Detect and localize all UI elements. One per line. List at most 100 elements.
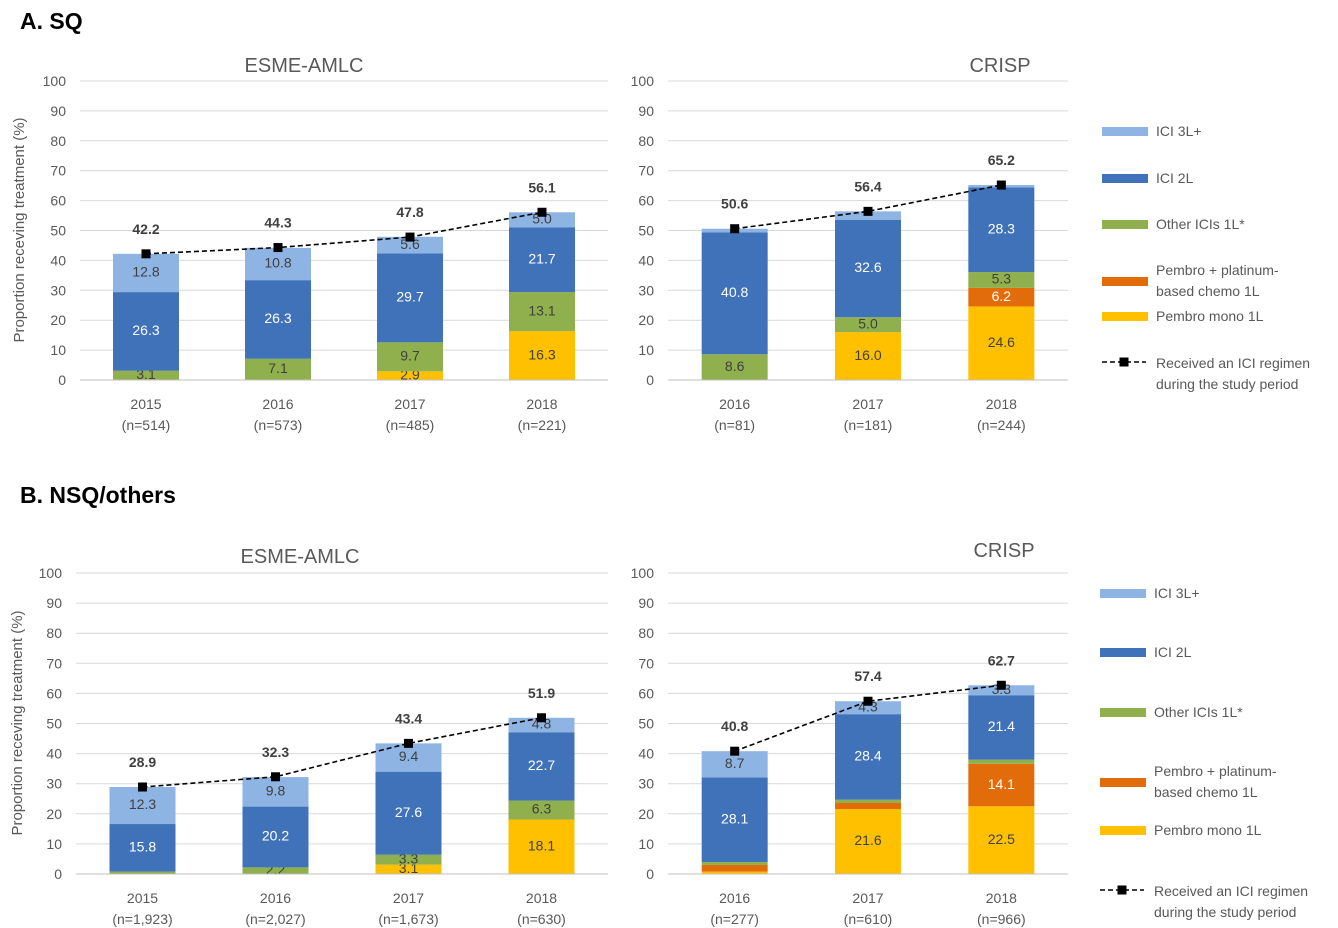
legend-label: Other ICIs 1L* bbox=[1156, 216, 1245, 232]
bar-segment bbox=[968, 763, 1035, 807]
segment-value-label: 5.0 bbox=[532, 210, 552, 226]
x-tick-label: 2017 bbox=[852, 890, 883, 906]
y-tick-label: 50 bbox=[50, 223, 66, 239]
x-tick-n-label: (n=630) bbox=[517, 911, 566, 927]
bar-segment bbox=[835, 799, 901, 803]
legend-label: ICI 2L bbox=[1156, 170, 1194, 186]
segment-value-label: 13.1 bbox=[528, 302, 555, 318]
legend-swatch bbox=[1102, 127, 1148, 136]
total-value-label: 42.2 bbox=[132, 221, 159, 237]
total-marker bbox=[730, 746, 740, 756]
bar-segment bbox=[701, 871, 768, 874]
total-value-label: 50.6 bbox=[721, 196, 748, 212]
total-value-label: 40.8 bbox=[721, 718, 748, 734]
legend-line-marker bbox=[1119, 357, 1129, 367]
bar-segment bbox=[377, 371, 443, 380]
y-tick-label: 10 bbox=[46, 836, 62, 852]
y-tick-label: 80 bbox=[638, 133, 654, 149]
chart-panel-2: 0 10 20 30 40 50 60 70 80 90 100 CRISP 8.6 40.8 2016 (n… bbox=[631, 55, 1068, 433]
legend-label: ICI 3L+ bbox=[1156, 123, 1202, 139]
y-tick-label: 30 bbox=[50, 282, 66, 298]
total-marker bbox=[996, 680, 1006, 690]
y-tick-label: 50 bbox=[638, 716, 654, 732]
segment-value-label: 32.6 bbox=[854, 259, 881, 275]
legend-swatch bbox=[1102, 174, 1148, 183]
legend-label: based chemo 1L bbox=[1156, 283, 1260, 299]
y-tick-label: 10 bbox=[50, 342, 66, 358]
y-tick-label: 0 bbox=[646, 372, 654, 388]
total-marker bbox=[138, 782, 147, 792]
segment-value-label: 10.8 bbox=[264, 255, 291, 271]
bar-segment bbox=[375, 854, 442, 865]
x-tick-label: 2016 bbox=[719, 396, 750, 412]
x-tick-label: 2016 bbox=[262, 396, 293, 412]
x-tick-n-label: (n=81) bbox=[714, 417, 755, 433]
legend-swatch bbox=[1100, 648, 1146, 657]
x-tick-label: 2016 bbox=[260, 890, 291, 906]
y-tick-label: 70 bbox=[50, 163, 66, 179]
bar-segment bbox=[242, 777, 309, 807]
total-marker bbox=[537, 713, 546, 723]
x-tick-label: 2018 bbox=[986, 396, 1017, 412]
segment-value-label: 24.6 bbox=[988, 334, 1015, 350]
legend-label: Pembro mono 1L bbox=[1154, 822, 1262, 838]
segment-value-label: 26.3 bbox=[132, 322, 159, 338]
bar-segment bbox=[835, 714, 901, 800]
y-tick-label: 30 bbox=[638, 282, 654, 298]
bar-segment bbox=[968, 187, 1035, 273]
total-marker bbox=[730, 224, 740, 234]
total-value-label: 43.4 bbox=[395, 710, 422, 726]
y-tick-label: 40 bbox=[638, 746, 654, 762]
legend-line-label: during the study period bbox=[1154, 904, 1296, 920]
y-tick-label: 50 bbox=[46, 716, 62, 732]
bar-segment bbox=[701, 777, 768, 862]
y-tick-label: 20 bbox=[46, 806, 62, 822]
legend-line-label: Received an ICI regimen bbox=[1154, 883, 1308, 899]
bar-segment bbox=[508, 732, 575, 801]
legend-label: Other ICIs 1L* bbox=[1154, 704, 1243, 720]
bar-segment bbox=[968, 695, 1035, 760]
y-tick-label: 60 bbox=[638, 685, 654, 701]
x-tick-label: 2018 bbox=[526, 396, 557, 412]
total-trend-line bbox=[734, 184, 1002, 230]
bar-segment bbox=[701, 232, 768, 355]
segment-value-label: 6.2 bbox=[992, 288, 1012, 304]
legend-1: ICI 3L+ ICI 2L Other ICIs 1L* Pembro + plat… bbox=[1102, 123, 1310, 392]
y-tick-label: 90 bbox=[638, 103, 654, 119]
y-tick-label: 60 bbox=[638, 193, 654, 209]
y-tick-label: 90 bbox=[50, 103, 66, 119]
bar-segment bbox=[113, 292, 179, 371]
x-tick-n-label: (n=610) bbox=[844, 911, 893, 927]
bar-segment bbox=[113, 253, 179, 293]
x-tick-n-label: (n=244) bbox=[977, 417, 1026, 433]
section-title-nsq: B. NSQ/others bbox=[20, 482, 176, 508]
segment-value-label: 9.8 bbox=[266, 783, 286, 799]
bar-segment bbox=[377, 236, 443, 254]
total-marker bbox=[863, 696, 873, 706]
bar-segment bbox=[508, 819, 575, 874]
x-tick-n-label: (n=181) bbox=[844, 417, 893, 433]
y-tick-label: 50 bbox=[638, 223, 654, 239]
y-tick-label: 60 bbox=[46, 685, 62, 701]
bar-segment bbox=[835, 808, 901, 874]
bar-segment bbox=[242, 806, 309, 868]
y-tick-label: 20 bbox=[50, 312, 66, 328]
segment-value-label: 28.1 bbox=[721, 810, 748, 826]
segment-value-label: 27.6 bbox=[395, 804, 422, 820]
bar-segment bbox=[701, 864, 768, 872]
segment-value-label: 22.7 bbox=[528, 757, 555, 773]
bar-segment bbox=[968, 272, 1035, 288]
y-tick-label: 80 bbox=[50, 133, 66, 149]
bar-segment bbox=[835, 802, 901, 809]
segment-value-label: 21.7 bbox=[528, 250, 555, 266]
legend-line-label: during the study period bbox=[1156, 376, 1298, 392]
x-tick-label: 2017 bbox=[394, 396, 425, 412]
y-tick-label: 100 bbox=[631, 565, 655, 581]
segment-value-label: 40.8 bbox=[721, 284, 748, 300]
y-tick-label: 100 bbox=[43, 73, 67, 89]
segment-value-label: 16.3 bbox=[528, 346, 555, 362]
y-tick-label: 70 bbox=[46, 655, 62, 671]
y-tick-label: 80 bbox=[638, 625, 654, 641]
legend-swatch bbox=[1102, 312, 1148, 321]
segment-value-label: 7.1 bbox=[268, 360, 288, 376]
